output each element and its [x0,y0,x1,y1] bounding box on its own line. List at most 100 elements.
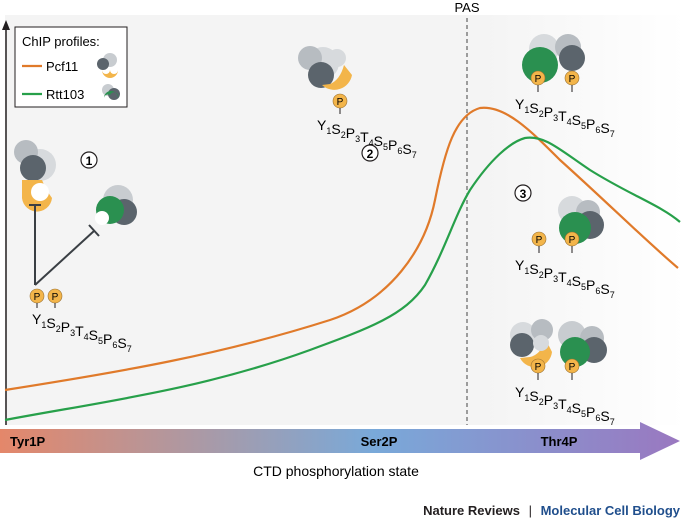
ctd-residue-index: 1 [524,105,529,115]
ctd-residue-index: 2 [539,109,544,119]
ctd-residue-index: 1 [524,393,529,403]
ctd-residue-letter: P [346,125,355,141]
rtt103-curve [4,136,681,422]
svg-text:P: P [52,292,59,303]
ctd-residue-index: 6 [595,125,600,135]
pcf11-curve [4,106,679,392]
y-axis [2,20,10,425]
svg-text:P: P [337,97,344,108]
ctd-residue-letter: S [374,133,383,149]
ctd-residue-index: 7 [127,344,132,354]
ctd-sequence-br: Y1S2P3T4S5P6S7 [515,384,615,427]
ctd-residue-index: 7 [610,417,615,427]
legend-item-pcf11: Pcf11 [22,53,118,78]
ctd-residue-index: 4 [84,332,89,342]
ctd-residue-index: 1 [41,320,46,330]
arrow-label-ser2p: Ser2P [361,434,398,449]
svg-text:P: P [535,74,542,85]
rtt103-complex-1 [95,185,137,225]
ctd-residue-index: 6 [595,413,600,423]
ctd-residue-index: 3 [70,328,75,338]
ctd-residue-letter: S [117,335,126,351]
pcf11-complex-br [510,319,553,368]
complex-bottom-right: P P Y1S2P3T4S5P6S7 [510,319,615,427]
legend: ChIP profiles: Pcf11 Rtt103 [14,26,128,108]
ctd-residue-letter: S [529,261,538,277]
step-3-number: 3 [520,187,527,201]
ctd-residue-letter: Y [515,96,525,112]
pas-label: PAS [454,0,479,15]
ctd-residue-letter: P [544,265,553,281]
ctd-residue-index: 2 [539,397,544,407]
phospho-s2-br: P [530,358,546,374]
ctd-residue-letter: P [544,392,553,408]
phospho-s2-step2: P [332,93,348,109]
step-1: 1 P P Y1S2P3T4S5P6S7 [14,140,137,354]
ctd-residue-index: 5 [383,142,388,152]
ctd-residue-index: 5 [98,336,103,346]
ctd-residue-letter: P [388,137,397,153]
ctd-residue-letter: S [572,112,581,128]
svg-text:P: P [569,74,576,85]
legend-label-rtt103: Rtt103 [46,87,84,102]
ctd-sequence-1: Y1S2P3T4S5P6S7 [32,311,132,354]
ctd-residue-letter: S [600,408,609,424]
ctd-residue-index: 4 [567,278,572,288]
arrow-label-thr4p: Thr4P [541,434,578,449]
ctd-residue-letter: Y [515,257,525,273]
ctd-residue-index: 3 [553,401,558,411]
phospho-s2-3: P [531,231,547,247]
ctd-residue-letter: P [586,404,595,420]
ctd-residue-letter: T [558,269,567,285]
arrow-caption: CTD phosphorylation state [253,463,419,479]
ctd-residue-letter: P [103,331,112,347]
pcf11-complex-1 [14,140,56,212]
ctd-residue-letter: P [586,116,595,132]
phosphorylation-arrow: Tyr1P Ser2P Thr4P [0,422,680,460]
ctd-residue-letter: S [572,400,581,416]
ctd-residue-letter: Y [32,311,42,327]
ctd-residue-index: 6 [595,286,600,296]
step-2-number: 2 [367,147,374,161]
pcf11-icon [97,53,118,78]
journal-name: Nature Reviews [423,503,520,518]
ctd-residue-index: 7 [610,290,615,300]
ctd-residue-letter: T [360,129,369,145]
ctd-residue-index: 6 [397,146,402,156]
svg-text:P: P [535,362,542,373]
svg-text:P: P [569,235,576,246]
ctd-residue-letter: S [529,100,538,116]
pcf11-complex-2 [298,46,352,90]
ctd-residue-index: 4 [567,405,572,415]
ctd-residue-index: 5 [581,282,586,292]
ctd-residue-index: 3 [355,134,360,144]
complex-top-right: P P Y1S2P3T4S5P6S7 [515,34,615,139]
rtt103-complex-3 [558,196,604,244]
ctd-residue-letter: T [558,396,567,412]
ctd-residue-index: 2 [56,324,61,334]
step-2: P Y1S2P3T4S5P6S7 2 [298,46,417,162]
phospho-s2: P [47,288,63,304]
ctd-residue-letter: P [544,104,553,120]
ctd-residue-index: 7 [412,150,417,160]
rtt103-complex-br [558,321,607,367]
legend-label-pcf11: Pcf11 [46,59,78,74]
phospho-t4-br: P [564,358,580,374]
ctd-residue-letter: T [75,323,84,339]
ctd-residue-letter: Y [317,117,327,133]
ctd-residue-index: 3 [553,274,558,284]
svg-text:P: P [569,362,576,373]
step-3: 3 P P Y1S2P3T4S5P6S7 [514,184,615,300]
step-1-number: 1 [86,154,93,168]
phospho-s2-tr: P [530,70,546,86]
arrow-label-tyr1p: Tyr1P [10,434,45,449]
phospho-y1: P [29,288,45,304]
ctd-residue-letter: S [572,273,581,289]
ctd-residue-index: 5 [581,121,586,131]
ctd-residue-index: 3 [553,113,558,123]
ctd-sequence-3: Y1S2P3T4S5P6S7 [515,257,615,300]
journal-separator: | [529,503,532,518]
ctd-residue-letter: S [600,281,609,297]
ctd-residue-index: 7 [610,129,615,139]
